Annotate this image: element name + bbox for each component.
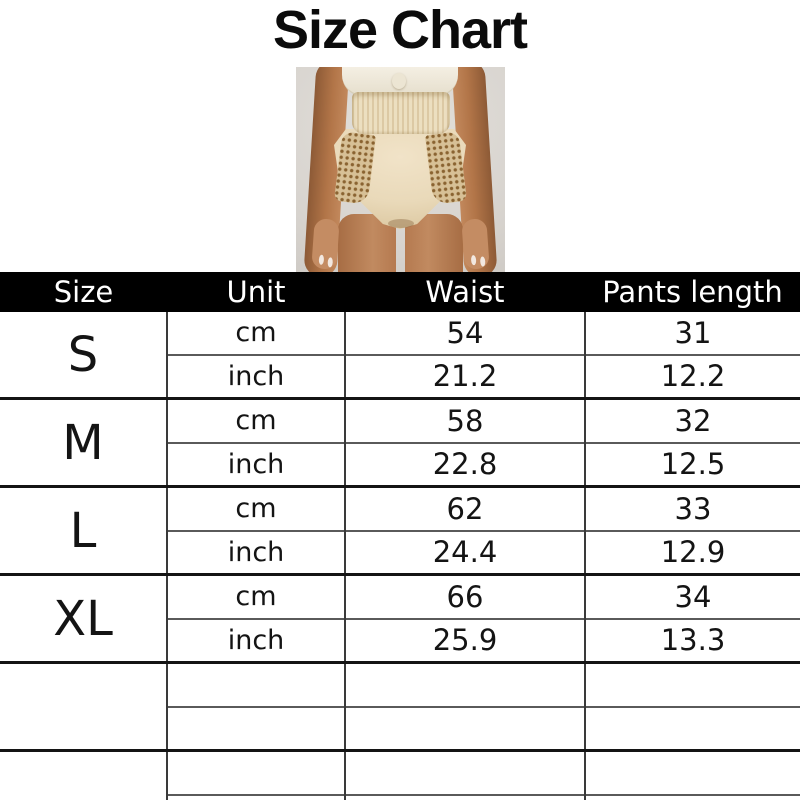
header-waist: Waist — [345, 272, 585, 312]
unit-cell: inch — [166, 353, 345, 399]
table-row — [0, 793, 800, 800]
unit-cell — [166, 705, 345, 751]
model-right-hand — [461, 218, 490, 270]
pants-length-cell: 33 — [584, 485, 800, 531]
pants-length-cell: 13.3 — [584, 617, 800, 663]
table-row: M cm 58 32 — [0, 397, 800, 487]
size-cell: XL — [0, 573, 167, 663]
product-photo — [296, 67, 505, 272]
waist-cell: 24.4 — [344, 529, 585, 575]
table-row: L cm 62 33 — [0, 485, 800, 575]
unit-cell: cm — [166, 312, 345, 355]
unit-cell — [166, 793, 345, 800]
table-row: inch 21.2 12.2 — [0, 353, 800, 399]
pants-length-cell — [584, 793, 800, 800]
size-cell — [0, 749, 167, 800]
shapewear-waistband — [352, 92, 450, 134]
waist-cell — [344, 661, 585, 707]
table-row: XL cm 66 34 — [0, 573, 800, 663]
size-chart-table: Size Unit Waist Pants length S cm 54 31 … — [0, 272, 800, 800]
table-row — [0, 749, 800, 800]
waist-cell — [344, 749, 585, 795]
table-row — [0, 661, 800, 751]
unit-cell: inch — [166, 617, 345, 663]
page-title: Size Chart — [272, 0, 528, 60]
pants-length-cell: 31 — [584, 312, 800, 355]
size-cell: L — [0, 485, 167, 575]
unit-cell — [166, 749, 345, 795]
unit-cell: cm — [166, 485, 345, 531]
size-cell: S — [0, 312, 167, 399]
pants-length-cell: 34 — [584, 573, 800, 619]
size-cell: M — [0, 397, 167, 487]
table-row: S cm 54 31 — [0, 312, 800, 399]
pants-length-cell: 32 — [584, 397, 800, 443]
pants-length-cell — [584, 749, 800, 795]
waist-cell: 66 — [344, 573, 585, 619]
brief-shadow — [388, 219, 414, 228]
waist-cell: 22.8 — [344, 441, 585, 487]
unit-cell — [166, 661, 345, 707]
pants-length-cell — [584, 705, 800, 751]
unit-cell: inch — [166, 441, 345, 487]
header-size: Size — [0, 272, 167, 312]
pants-length-cell — [584, 661, 800, 707]
header-row: Size Unit Waist Pants length — [0, 272, 800, 312]
unit-cell: inch — [166, 529, 345, 575]
waist-cell: 54 — [344, 312, 585, 355]
unit-cell: cm — [166, 397, 345, 443]
pants-length-cell: 12.2 — [584, 353, 800, 399]
table-row: inch 22.8 12.5 — [0, 441, 800, 487]
unit-cell: cm — [166, 573, 345, 619]
table-row: inch 24.4 12.9 — [0, 529, 800, 575]
header-pants-length: Pants length — [585, 272, 800, 312]
pants-length-cell: 12.5 — [584, 441, 800, 487]
model-left-hand — [311, 218, 340, 270]
table-row: inch 25.9 13.3 — [0, 617, 800, 663]
pants-length-cell: 12.9 — [584, 529, 800, 575]
table-row — [0, 705, 800, 751]
header-unit: Unit — [167, 272, 345, 312]
waist-cell: 21.2 — [344, 353, 585, 399]
waist-cell: 58 — [344, 397, 585, 443]
waist-cell: 62 — [344, 485, 585, 531]
size-cell — [0, 661, 167, 751]
waist-cell — [344, 793, 585, 800]
waist-cell — [344, 705, 585, 751]
waist-cell: 25.9 — [344, 617, 585, 663]
